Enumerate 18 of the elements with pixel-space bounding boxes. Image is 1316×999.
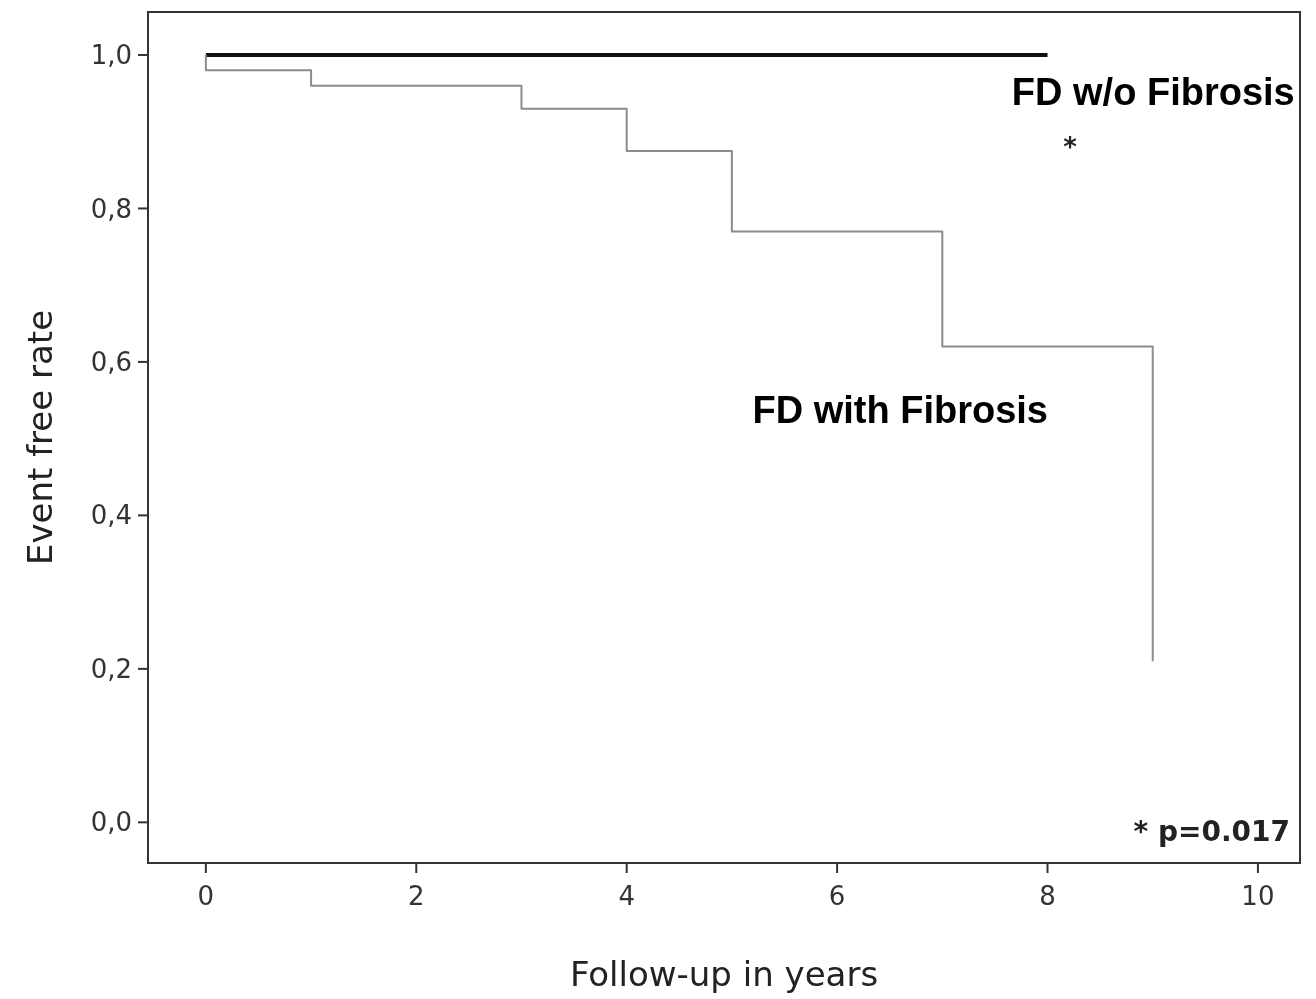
y-tick-label: 0,0 [90,807,132,838]
y-tick-label: 1,0 [90,40,132,71]
series-label: FD w/o Fibrosis [1011,70,1295,113]
y-axis-title: Event free rate [20,309,60,566]
x-tick-label: 4 [618,881,635,911]
annotation: * [1063,132,1078,162]
y-tick-label: 0,6 [90,347,132,378]
y-tick-label: 0,4 [90,500,132,531]
x-tick-label: 8 [1039,881,1056,911]
series-label: FD with Fibrosis [752,389,1048,432]
x-tick-label: 2 [408,881,425,911]
x-tick-label: 0 [197,881,215,911]
y-tick-label: 0,8 [90,193,132,224]
x-axis-title: Follow-up in years [569,954,879,994]
annotation: * p=0.017 [1133,815,1290,848]
y-tick-label: 0,2 [90,653,132,684]
x-tick-label: 6 [828,881,846,911]
x-tick-label: 10 [1241,881,1275,911]
